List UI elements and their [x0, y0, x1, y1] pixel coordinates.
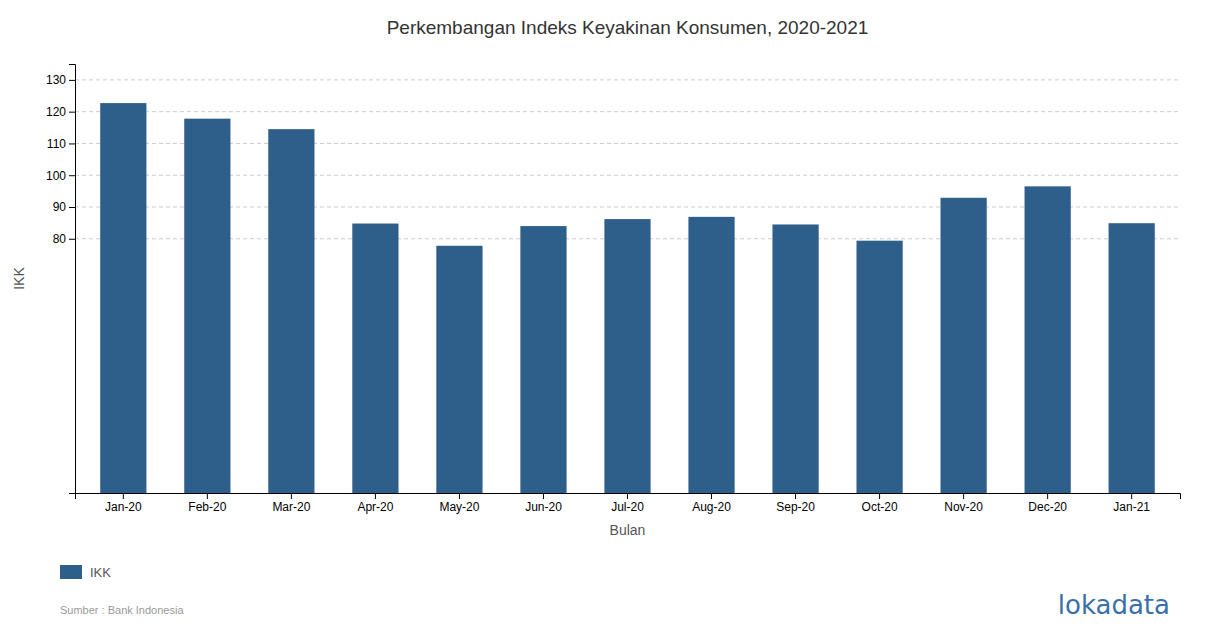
- tick: Dec-20: [1028, 493, 1067, 514]
- tick: Jul-20: [611, 493, 644, 514]
- tick-mark: [543, 493, 544, 499]
- tick: 100: [46, 169, 75, 183]
- tick-label: Sep-20: [776, 500, 815, 514]
- tick-mark: [69, 80, 75, 81]
- x-axis: Jan-20 Feb-20 Mar-20 Apr-20 May-20 Jun-20 Jul-…: [76, 493, 1181, 514]
- tick: Aug-20: [692, 493, 731, 514]
- tick: Feb-20: [188, 493, 226, 514]
- legend-item: IKK: [60, 565, 111, 580]
- tick: May-20: [439, 493, 479, 514]
- tick-mark: [123, 493, 124, 499]
- tick-label: 110: [47, 137, 66, 151]
- tick: Oct-20: [862, 493, 898, 514]
- legend: IKK: [60, 565, 111, 580]
- bar: [184, 119, 230, 493]
- tick-label: Jan-21: [1113, 500, 1150, 514]
- bar: [268, 129, 314, 493]
- grid-line: [75, 79, 1180, 80]
- tick-label: Oct-20: [862, 500, 898, 514]
- tick: 110: [47, 137, 75, 151]
- bars: [100, 103, 1155, 493]
- tick-mark: [69, 112, 75, 113]
- tick: 120: [46, 105, 75, 119]
- tick: Jun-20: [525, 493, 562, 514]
- tick-mark: [1131, 493, 1132, 499]
- watermark: lokadata: [1058, 590, 1170, 620]
- tick-label: 90: [53, 200, 67, 214]
- tick-label: Jun-20: [525, 500, 562, 514]
- source-text: Sumber : Bank Indonesia: [60, 604, 184, 616]
- tick-label: Mar-20: [272, 500, 310, 514]
- axis-line: [76, 494, 1181, 500]
- tick-mark: [207, 493, 208, 499]
- bar: [1109, 223, 1155, 493]
- tick-mark: [69, 207, 75, 208]
- tick-mark: [627, 493, 628, 499]
- axis-line: [69, 65, 76, 494]
- bar: [856, 241, 902, 493]
- tick-label: Jul-20: [611, 500, 644, 514]
- tick-label: Nov-20: [944, 500, 983, 514]
- title: Perkembangan Indeks Keyakinan Konsumen, …: [387, 17, 869, 38]
- tick-mark: [711, 493, 712, 499]
- tick-label: Jan-20: [105, 500, 142, 514]
- tick-mark: [459, 493, 460, 499]
- tick-mark: [375, 493, 376, 499]
- y-axis: 80 90 100 110 120 130: [46, 65, 76, 494]
- tick-label: 130: [46, 73, 66, 87]
- grid-line: [75, 111, 1180, 112]
- chart: 80 90 100 110 120 130 Jan-20 Feb-20 Mar-20 Apr-20…: [0, 0, 1210, 628]
- tick-label: Dec-20: [1028, 500, 1067, 514]
- bar: [941, 198, 987, 493]
- bar: [688, 217, 734, 493]
- bar: [436, 246, 482, 493]
- tick-mark: [291, 493, 292, 499]
- bar: [100, 103, 146, 493]
- tick: Mar-20: [272, 493, 310, 514]
- grid-line: [75, 207, 1180, 208]
- y-label: IKK: [11, 267, 27, 290]
- tick: Apr-20: [357, 493, 393, 514]
- tick: 130: [46, 73, 75, 87]
- tick: 90: [53, 200, 75, 214]
- tick: Jan-21: [1113, 493, 1150, 514]
- tick-mark: [69, 239, 75, 240]
- bar: [352, 224, 398, 493]
- tick: Sep-20: [776, 493, 815, 514]
- grid: [75, 80, 1180, 239]
- bar: [604, 219, 650, 493]
- tick-label: Aug-20: [692, 500, 731, 514]
- tick: 80: [53, 232, 75, 246]
- tick: Jan-20: [105, 493, 142, 514]
- tick-mark: [69, 175, 75, 176]
- plot: 80 90 100 110 120 130 Jan-20 Feb-20 Mar-20 Apr-20…: [46, 65, 1181, 514]
- tick: Nov-20: [944, 493, 983, 514]
- legend-label: IKK: [90, 565, 111, 580]
- legend-swatch: [60, 565, 82, 579]
- tick-label: 120: [46, 105, 66, 119]
- tick-label: 80: [53, 232, 67, 246]
- tick-mark: [879, 493, 880, 499]
- tick-mark: [1047, 493, 1048, 499]
- x-label: Bulan: [610, 522, 646, 538]
- tick-label: Apr-20: [357, 500, 393, 514]
- tick-label: 100: [46, 169, 66, 183]
- tick-label: Feb-20: [188, 500, 226, 514]
- tick-label: May-20: [439, 500, 479, 514]
- bar: [772, 224, 818, 493]
- bar: [520, 226, 566, 493]
- tick-mark: [963, 493, 964, 499]
- tick-mark: [795, 493, 796, 499]
- grid-line: [75, 143, 1180, 144]
- grid-line: [75, 175, 1180, 176]
- bar: [1025, 186, 1071, 493]
- tick-mark: [69, 143, 75, 144]
